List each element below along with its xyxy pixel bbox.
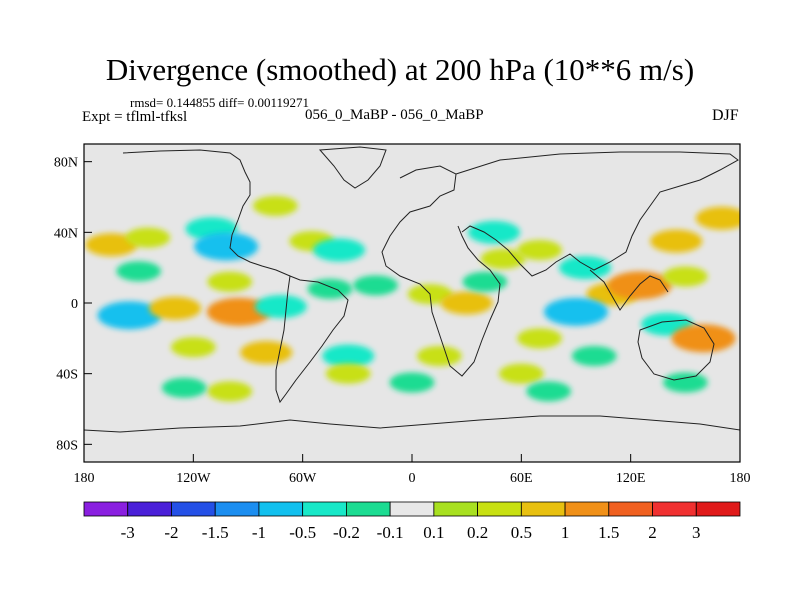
experiment-label: Expt = tflml-tfksl [82,109,188,125]
anomaly-25 [480,248,526,269]
anomaly-33 [517,328,562,349]
colorbar-label-10: 1 [561,523,570,542]
rmsd-diff-stats: rmsd= 0.144855 diff= 0.00119271 [130,95,309,110]
colorbar-swatch-9 [477,501,522,517]
anomaly-13 [353,275,398,296]
anomaly-40 [526,381,572,402]
anomaly-field [85,195,740,402]
colorbar-label-6: -0.1 [377,523,404,542]
anomaly-8 [206,297,271,326]
colorbar-swatch-8 [433,501,479,517]
colorbar-swatch-1 [127,501,172,517]
x-tick-label-6: 180 [730,471,751,486]
anomaly-23 [462,271,508,292]
x-tick-label-2: 60W [289,471,317,486]
coastline-europe-africa [381,165,501,377]
coastline-australia [637,319,715,381]
y-tick-label-2: 0 [71,297,78,312]
colorbar-label-8: 0.2 [467,523,488,542]
colorbar: -3 -2 -1.5 -1 -0.5 -0.2 -0.1 0.1 0.2 0.5 1 1.5 2 3 [83,501,741,542]
colorbar-label-5: -0.2 [333,523,360,542]
coastline-north-america [122,149,291,277]
colorbar-label-12: 2 [648,523,657,542]
coastline-south-america [275,275,349,404]
anomaly-42 [389,372,435,393]
colorbar-swatch-7 [389,501,435,517]
colorbar-label-13: 3 [692,523,701,542]
anomaly-15 [170,337,216,358]
coastlines [84,146,740,433]
axis-ticks: 180 120W 60W 0 60E 120E 180 80N 40N 0 40S 80S [54,156,751,486]
colorbar-label-7: 0.1 [423,523,444,542]
anomaly-27 [559,256,612,280]
colorbar-swatch-12 [608,501,653,517]
coastline-greenland [318,146,387,189]
colorbar-label-3: -1 [252,523,266,542]
colorbar-label-4: -0.5 [289,523,316,542]
y-tick-label-3: 40S [56,368,78,383]
y-tick-label-4: 80S [56,438,78,453]
colorbar-label-9: 0.5 [511,523,532,542]
anomaly-38 [695,206,740,230]
colorbar-swatch-3 [214,501,260,517]
anomaly-20 [161,377,207,398]
colorbar-swatch-14 [695,501,741,517]
anomaly-0 [85,233,138,257]
x-tick-label-1: 120W [176,471,211,486]
anomaly-41 [416,346,462,366]
colorbar-swatch-4 [258,501,304,517]
colorbar-swatch-0 [83,501,129,517]
x-tick-label-5: 120E [616,471,646,486]
anomaly-31 [662,266,708,287]
coastline-asia [455,151,739,277]
colorbar-swatch-2 [171,501,216,517]
anomaly-26 [517,240,562,260]
y-tick-label-0: 80N [54,156,78,171]
anomaly-22 [440,291,493,315]
colorbar-swatch-13 [652,501,697,517]
case-label: 056_0_MaBP - 056_0_MaBP [305,107,484,123]
coastline-antarctica [84,415,740,433]
colorbar-swatch-11 [564,501,610,517]
anomaly-1 [125,227,171,248]
anomaly-39 [498,363,544,384]
x-tick-label-4: 60E [510,471,533,486]
anomaly-10 [252,195,298,216]
anomaly-37 [662,372,708,393]
anomaly-30 [650,229,703,253]
anomaly-7 [149,296,202,320]
colorbar-label-2: -1.5 [202,523,229,542]
anomaly-19 [207,381,253,402]
anomaly-29 [607,271,672,300]
anomaly-6 [97,301,162,330]
anomaly-34 [571,346,617,366]
anomaly-18 [325,363,371,384]
y-tick-label-1: 40N [54,226,78,241]
anomaly-17 [322,344,375,368]
x-tick-label-0: 180 [74,471,95,486]
anomaly-16 [240,340,293,364]
season-label: DJF [712,107,739,124]
x-tick-label-3: 0 [409,471,416,486]
colorbar-swatch-10 [520,501,566,517]
coastline-southeast-asia [589,269,669,311]
colorbar-swatch-5 [302,501,347,517]
colorbar-label-11: 1.5 [598,523,619,542]
colorbar-label-1: -2 [164,523,178,542]
colorbar-label-0: -3 [121,523,135,542]
chart-title: Divergence (smoothed) at 200 hPa (10**6 … [105,52,695,87]
anomaly-24 [468,220,520,244]
anomaly-12 [313,238,366,262]
anomaly-3 [194,232,259,261]
anomaly-9 [254,295,307,319]
anomaly-32 [544,297,608,326]
anomaly-4 [116,261,162,282]
anomaly-5 [207,271,253,292]
anomaly-36 [671,324,736,353]
colorbar-swatch-6 [345,501,391,517]
